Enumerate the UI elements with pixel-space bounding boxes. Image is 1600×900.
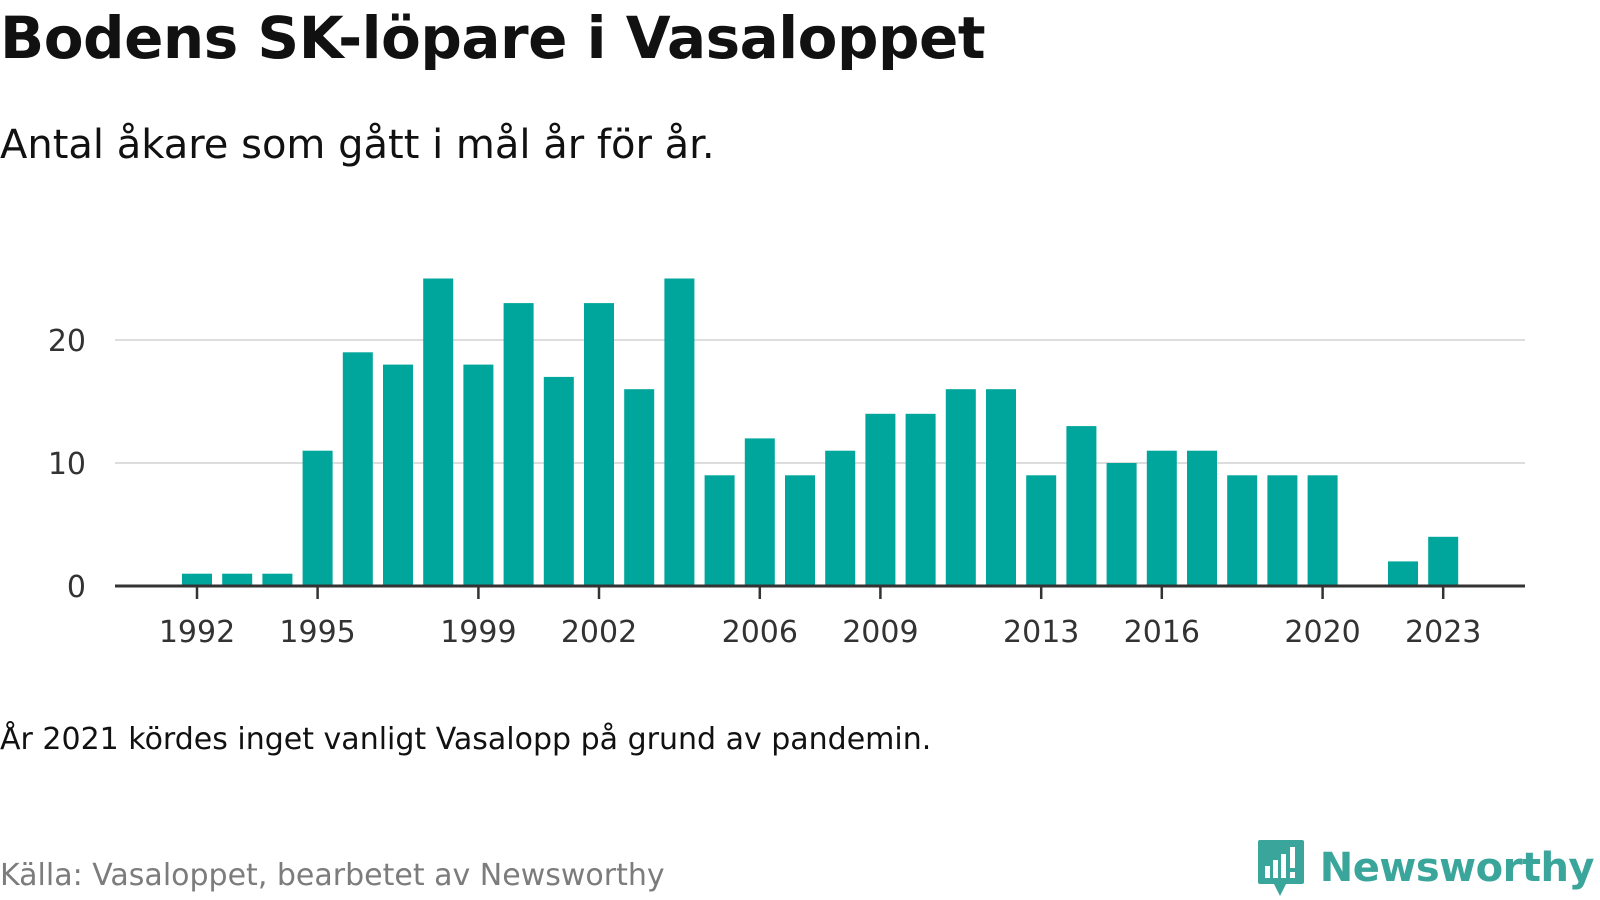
bar (262, 573, 293, 586)
bar (945, 389, 976, 586)
bar (1106, 463, 1137, 586)
bar (584, 303, 614, 586)
bar (1026, 475, 1057, 586)
bar (543, 376, 574, 586)
bar (704, 475, 735, 586)
bar (383, 364, 413, 586)
x-tick-label: 2016 (1124, 615, 1200, 650)
bar (1187, 450, 1217, 586)
x-tick-label: 2006 (722, 615, 798, 650)
bar (905, 413, 936, 586)
x-tick-label: 2002 (561, 615, 637, 650)
x-tick-label: 2009 (842, 615, 918, 650)
bar (182, 573, 212, 586)
newsworthy-logo-icon (1257, 840, 1304, 896)
bar (463, 364, 494, 586)
y-tick-label: 10 (48, 447, 86, 482)
chart-title: Bodens SK-löpare i Vasaloppet (0, 4, 986, 72)
chart-subtitle: Antal åkare som gått i mål år för år. (0, 122, 715, 168)
bar (624, 389, 655, 586)
bar (1146, 450, 1177, 586)
bar (1388, 561, 1418, 586)
source-credit: Källa: Vasaloppet, bearbetet av Newswort… (0, 858, 665, 893)
bar (1267, 475, 1298, 586)
bar (503, 303, 534, 586)
bar (423, 278, 454, 586)
brand-logo: Newsworthy (1256, 838, 1595, 898)
brand-name: Newsworthy (1319, 845, 1595, 891)
bar (1227, 475, 1258, 586)
x-tick-label: 1992 (159, 615, 235, 650)
bar (986, 389, 1016, 586)
bar (302, 450, 333, 586)
bar (1066, 426, 1097, 586)
bar (825, 450, 856, 586)
bar (664, 278, 695, 586)
bar (785, 475, 815, 586)
bar (1307, 475, 1338, 586)
bar (865, 413, 896, 586)
y-tick-label: 20 (48, 324, 86, 359)
x-tick-label: 2023 (1405, 615, 1481, 650)
x-tick-label: 2013 (1003, 615, 1079, 650)
bar (744, 438, 775, 586)
bar-chart: 0 10 20 1992 1995 1999 2002 2006 2009 2013 2016 202… (48, 278, 1525, 650)
x-tick-label: 1999 (440, 615, 516, 650)
y-tick-label: 0 (67, 570, 86, 605)
bar (222, 573, 253, 586)
x-tick-label: 1995 (279, 615, 355, 650)
bar (1428, 536, 1459, 586)
x-tick-label: 2020 (1284, 615, 1360, 650)
bar (342, 352, 373, 586)
chart-note: År 2021 kördes inget vanligt Vasalopp på… (0, 722, 932, 757)
